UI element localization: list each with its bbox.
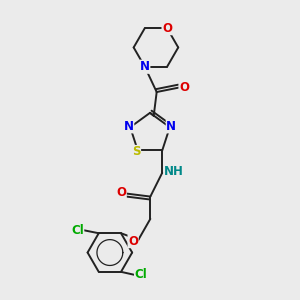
Text: O: O [128, 235, 138, 248]
Text: S: S [132, 146, 140, 158]
Text: O: O [162, 22, 172, 35]
Text: Cl: Cl [135, 268, 147, 281]
Text: Cl: Cl [71, 224, 84, 237]
Text: N: N [124, 120, 134, 133]
Text: O: O [179, 81, 189, 94]
Text: O: O [116, 186, 126, 199]
Text: N: N [166, 120, 176, 133]
Text: N: N [140, 60, 150, 73]
Text: NH: NH [164, 165, 184, 178]
